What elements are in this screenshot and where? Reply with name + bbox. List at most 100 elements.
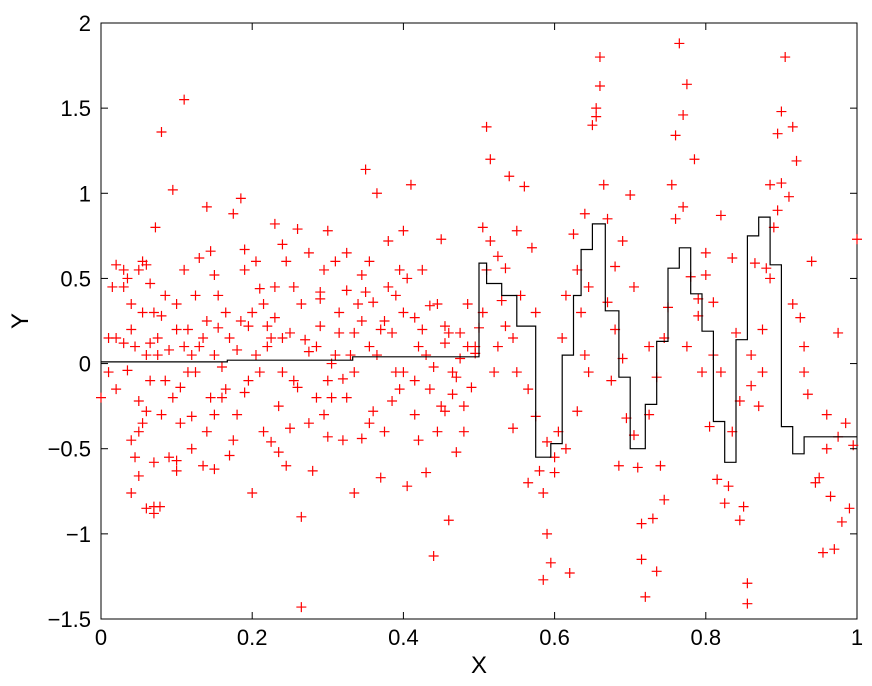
scatter-point [799, 341, 810, 352]
scatter-point [625, 189, 636, 200]
scatter-point [364, 418, 375, 429]
scatter-point [560, 290, 571, 301]
scatter-point [617, 235, 628, 246]
scatter-point [708, 297, 719, 308]
scatter-point [141, 350, 152, 361]
scatter-point [458, 401, 469, 412]
scatter-point [356, 270, 367, 281]
scatter-point [424, 384, 435, 395]
scatter-point [451, 447, 462, 458]
scatter-point [126, 298, 137, 309]
scatter-point [836, 516, 847, 527]
scatter-point [451, 372, 462, 383]
scatter-point [368, 406, 379, 417]
scatter-point [111, 259, 122, 270]
scatter-point [262, 321, 273, 332]
x-axis-label: X [471, 652, 487, 679]
scatter-point [783, 191, 794, 202]
scatter-point [534, 465, 545, 476]
scatter-point [148, 457, 159, 468]
scatter-point [220, 307, 231, 318]
scatter-point [439, 321, 450, 332]
scatter-point [152, 333, 163, 344]
scatter-point [462, 298, 473, 309]
scatter-point [243, 321, 254, 332]
scatter-point [375, 472, 386, 483]
scatter-point [254, 283, 265, 294]
scatter-point [156, 126, 167, 137]
scatter-point [126, 324, 137, 335]
scatter-point [209, 270, 220, 281]
scatter-point [175, 418, 186, 429]
scatter-point [674, 38, 685, 49]
scatter-point [402, 481, 413, 492]
scatter-point [360, 164, 371, 175]
scatter-point [315, 321, 326, 332]
scatter-point [154, 501, 165, 512]
scatter-point [833, 327, 844, 338]
scatter-point [409, 409, 420, 420]
scatter-point [697, 367, 708, 378]
y-axis-label: Y [7, 313, 34, 329]
scatter-point [523, 384, 534, 395]
scatter-point [330, 256, 341, 267]
scatter-point [205, 246, 216, 257]
scatter-point [118, 264, 129, 275]
scatter-point [130, 341, 141, 352]
scatter-point [715, 367, 726, 378]
x-axis-ticks: 0 0.2 0.4 0.6 0.8 1 [95, 23, 863, 650]
scatter-point [765, 179, 776, 190]
scatter-point [523, 477, 534, 488]
scatter-point [700, 270, 711, 281]
scatter-point [772, 128, 783, 139]
scatter-point [292, 224, 303, 235]
scatter-point [201, 426, 212, 437]
scatter-point [371, 188, 382, 199]
scatter-point [171, 324, 182, 335]
scatter-point [334, 307, 345, 318]
scatter-point [232, 344, 243, 355]
scatter-point [179, 264, 190, 275]
scatter-point [334, 327, 345, 338]
scatter-point [296, 298, 307, 309]
scatter-point [394, 384, 405, 395]
scatter-point [651, 566, 662, 577]
scatter-point [424, 300, 435, 311]
scatter-point [772, 205, 783, 216]
scatter-point [742, 578, 753, 589]
scatter-point [727, 252, 738, 263]
scatter-point [576, 307, 587, 318]
scatter-point [133, 426, 144, 437]
scatter-point [258, 298, 269, 309]
scatter-point [307, 465, 318, 476]
scatter-point [141, 406, 152, 417]
scatter-point [224, 450, 235, 461]
scatter-point [262, 341, 273, 352]
scatter-point [746, 350, 757, 361]
scatter-point [647, 513, 658, 524]
scatter-point [439, 406, 450, 417]
scatter-point [209, 464, 220, 475]
scatter-point [239, 264, 250, 275]
scatter-point [810, 477, 821, 488]
scatter-point [591, 111, 602, 122]
scatter-point [681, 341, 692, 352]
scatter-point [303, 346, 314, 357]
scatter-point [704, 421, 715, 432]
scatter-point [288, 281, 299, 292]
scatter-point [795, 312, 806, 323]
scatter-point [398, 307, 409, 318]
scatter-point [250, 256, 261, 267]
scatter-point [538, 487, 549, 498]
plot-area [96, 22, 862, 620]
scatter-point [379, 316, 390, 326]
scatter-point [296, 602, 307, 613]
scatter-point [742, 598, 753, 609]
scatter-point [799, 367, 810, 378]
scatter-point [152, 350, 163, 361]
scatter-point [598, 179, 609, 190]
scatter-point [519, 181, 530, 192]
x-tick-label: 0.4 [388, 625, 419, 650]
scatter-point [390, 367, 401, 378]
scatter-point [421, 467, 432, 478]
